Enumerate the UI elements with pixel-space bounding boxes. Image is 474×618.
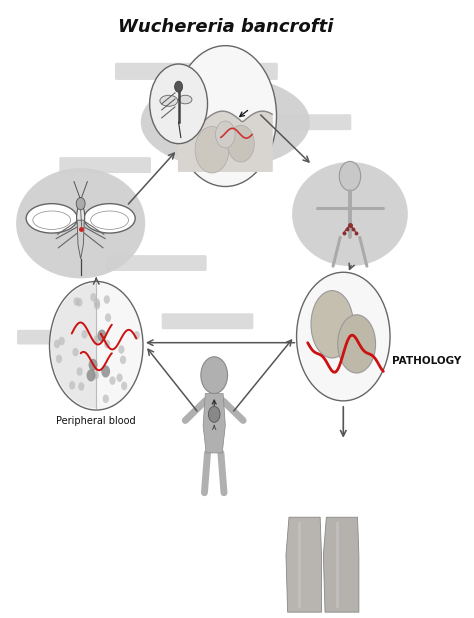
Circle shape xyxy=(98,329,106,342)
Ellipse shape xyxy=(141,76,310,168)
Circle shape xyxy=(216,121,235,148)
Circle shape xyxy=(104,295,110,304)
Circle shape xyxy=(118,345,125,353)
Circle shape xyxy=(117,373,123,382)
Wedge shape xyxy=(51,283,96,408)
Circle shape xyxy=(105,313,111,322)
Ellipse shape xyxy=(77,205,85,229)
Text: PATHOLOGY: PATHOLOGY xyxy=(392,356,462,366)
Circle shape xyxy=(89,359,98,371)
Circle shape xyxy=(59,337,65,345)
Polygon shape xyxy=(286,517,321,612)
Ellipse shape xyxy=(311,290,353,358)
Circle shape xyxy=(93,335,100,344)
FancyBboxPatch shape xyxy=(162,313,254,329)
Ellipse shape xyxy=(84,204,135,233)
Circle shape xyxy=(174,81,182,92)
Circle shape xyxy=(93,371,99,379)
Ellipse shape xyxy=(160,95,178,106)
Circle shape xyxy=(94,298,100,307)
Polygon shape xyxy=(203,394,225,453)
Circle shape xyxy=(339,161,361,191)
Circle shape xyxy=(82,330,88,339)
Circle shape xyxy=(228,125,254,162)
FancyBboxPatch shape xyxy=(115,63,278,80)
Ellipse shape xyxy=(16,168,145,278)
Circle shape xyxy=(195,127,229,173)
Circle shape xyxy=(101,365,110,378)
Circle shape xyxy=(201,357,228,394)
Circle shape xyxy=(134,331,140,339)
Circle shape xyxy=(120,355,126,364)
Ellipse shape xyxy=(338,315,375,373)
Ellipse shape xyxy=(179,95,192,104)
FancyBboxPatch shape xyxy=(17,330,51,344)
Circle shape xyxy=(87,370,95,381)
Circle shape xyxy=(76,198,85,210)
FancyBboxPatch shape xyxy=(277,114,351,130)
Circle shape xyxy=(49,281,143,410)
Circle shape xyxy=(297,273,390,401)
Polygon shape xyxy=(179,111,272,171)
Polygon shape xyxy=(323,517,359,612)
Circle shape xyxy=(94,301,100,310)
Ellipse shape xyxy=(292,162,408,266)
Circle shape xyxy=(150,64,208,143)
FancyBboxPatch shape xyxy=(59,157,151,173)
Circle shape xyxy=(56,355,62,363)
Circle shape xyxy=(90,293,97,302)
Circle shape xyxy=(76,367,82,376)
Circle shape xyxy=(69,381,75,389)
Polygon shape xyxy=(77,220,84,259)
Ellipse shape xyxy=(26,204,77,233)
Circle shape xyxy=(76,298,82,307)
Circle shape xyxy=(104,340,110,349)
Circle shape xyxy=(109,376,116,385)
Circle shape xyxy=(54,340,60,349)
Text: Peripheral blood: Peripheral blood xyxy=(56,416,136,426)
Circle shape xyxy=(209,407,220,422)
Circle shape xyxy=(121,382,128,390)
Circle shape xyxy=(174,46,276,187)
Circle shape xyxy=(73,348,79,357)
Text: Wuchereria bancrofti: Wuchereria bancrofti xyxy=(118,18,333,36)
Circle shape xyxy=(73,297,80,306)
Circle shape xyxy=(78,382,84,391)
FancyBboxPatch shape xyxy=(106,255,207,271)
Circle shape xyxy=(103,394,109,403)
